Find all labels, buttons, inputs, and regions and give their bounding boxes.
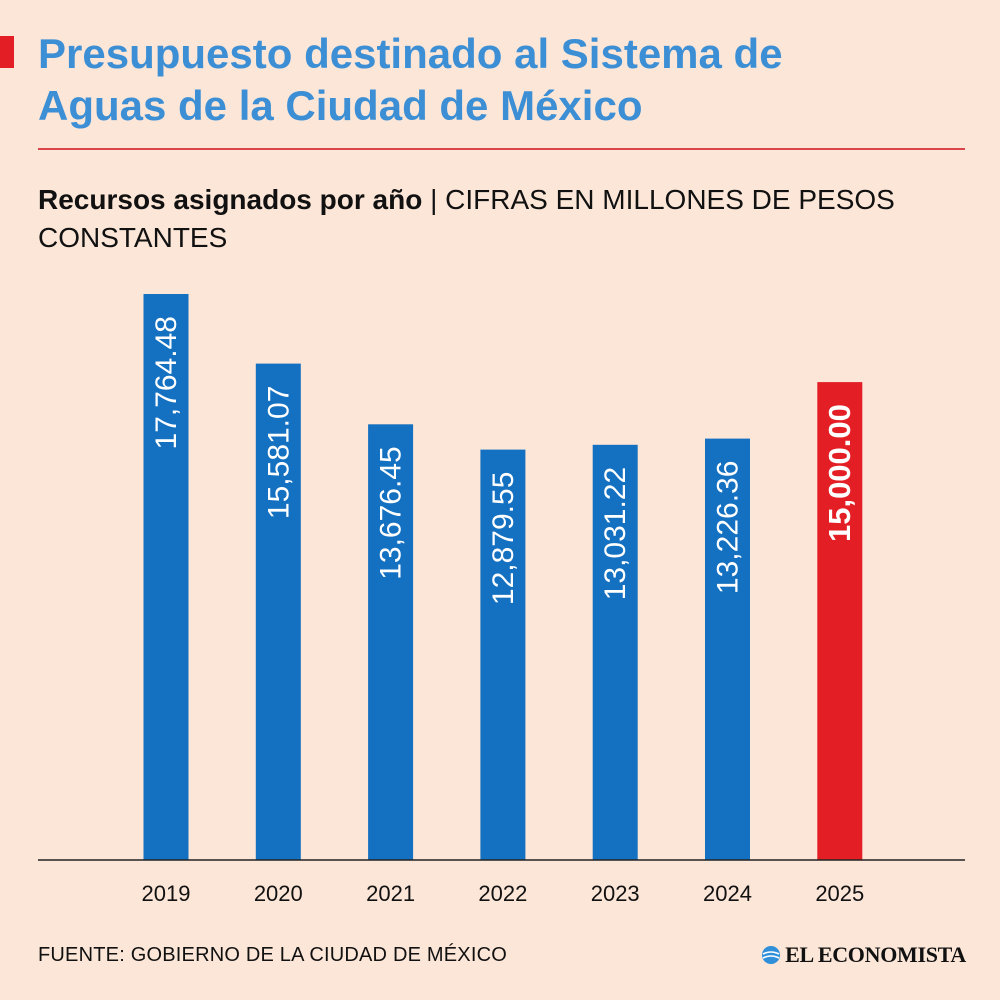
x-tick-label-2019: 2019 (142, 881, 191, 906)
bar-2019 (143, 294, 189, 860)
value-label-2023: 13,031.22 (599, 467, 632, 600)
x-tick-label-2021: 2021 (366, 881, 415, 906)
bar-2021 (368, 424, 414, 860)
title-accent-bar (0, 36, 14, 68)
bar-2024 (705, 438, 750, 860)
chart-subtitle: Recursos asignados por año | CIFRAS EN M… (38, 181, 938, 257)
title-divider (38, 148, 965, 150)
bar-2023 (592, 444, 638, 860)
brand-logo: EL ECONOMISTA (761, 942, 966, 968)
source-note: FUENTE: GOBIERNO DE LA CIUDAD DE MÉXICO (38, 944, 507, 966)
globe-icon (762, 946, 781, 964)
value-label-2019: 17,764.48 (150, 316, 183, 449)
bar-2020 (255, 363, 301, 860)
x-tick-label-2022: 2022 (478, 881, 527, 906)
subtitle-separator: | (430, 184, 438, 215)
x-tick-label-2020: 2020 (254, 881, 303, 906)
x-tick-label-2023: 2023 (591, 881, 640, 906)
bar-2025 (817, 382, 863, 860)
value-label-2021: 13,676.45 (375, 446, 408, 579)
subtitle-label: Recursos asignados por año (38, 184, 423, 215)
x-tick-label-2025: 2025 (815, 881, 864, 906)
value-label-2024: 13,226.36 (712, 461, 745, 594)
x-tick-label-2024: 2024 (703, 881, 752, 906)
subtitle-unit: CIFRAS EN MILLONES DE PESOS CONSTANTES (38, 184, 895, 253)
value-label-2025: 15,000.00 (822, 404, 857, 542)
chart-title: Presupuesto destinado al Sistema de Agua… (38, 30, 783, 129)
bar-2022 (480, 449, 526, 860)
value-label-2022: 12,879.55 (487, 472, 520, 605)
value-label-2020: 15,581.07 (262, 386, 295, 519)
brand-name: EL ECONOMISTA (785, 942, 966, 967)
